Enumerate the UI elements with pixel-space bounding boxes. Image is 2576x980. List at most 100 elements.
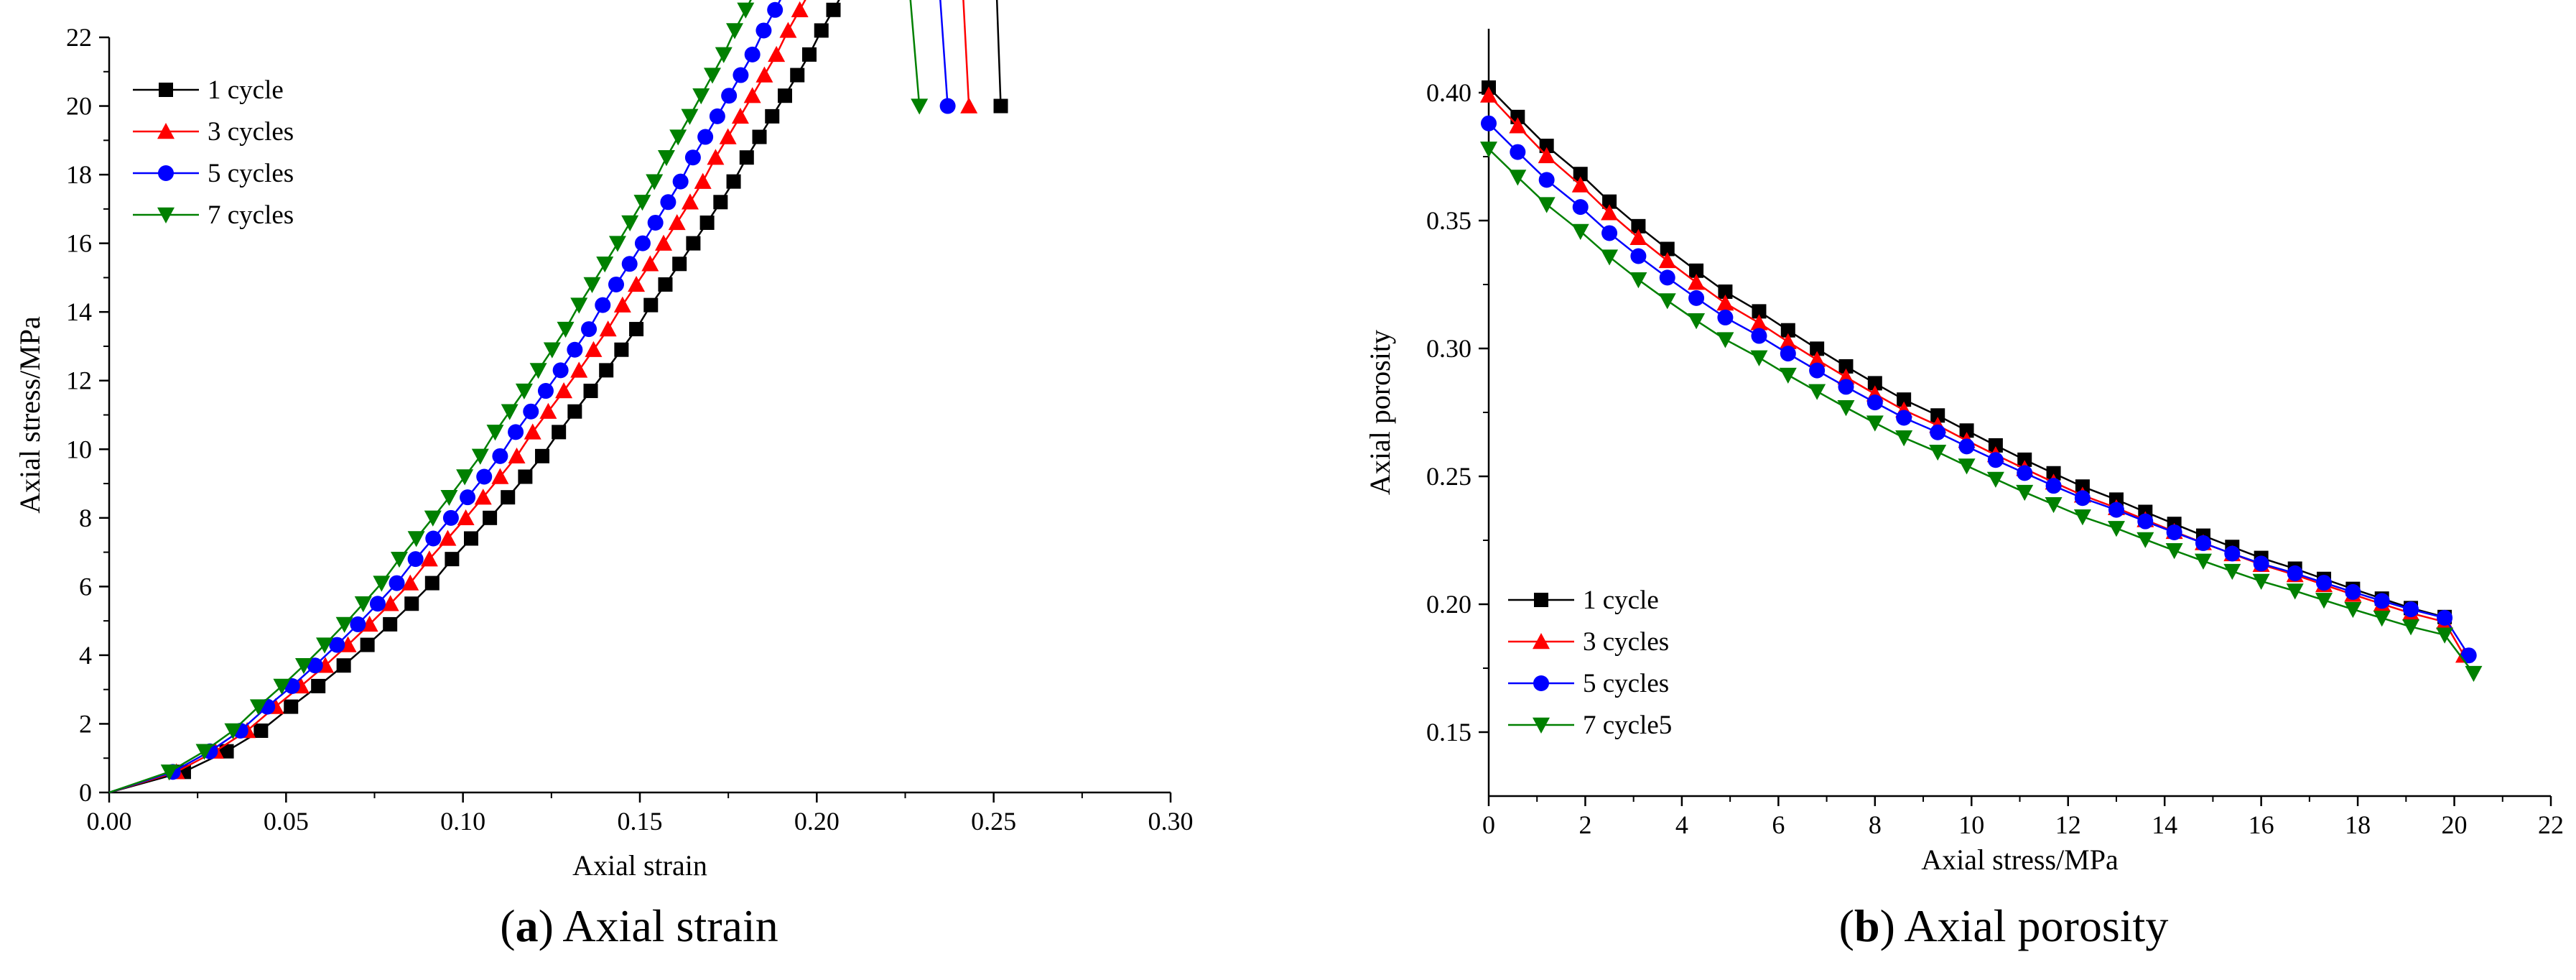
y-tick-label: 0.30	[1426, 334, 1471, 363]
data-point	[445, 552, 460, 567]
data-point	[1571, 223, 1589, 240]
data-point	[535, 448, 550, 463]
data-point	[1716, 332, 1734, 348]
data-point	[660, 194, 676, 211]
data-point	[737, 2, 755, 19]
data-point	[407, 551, 424, 568]
data-point	[658, 277, 673, 292]
x-tick-label: 14	[2152, 810, 2177, 839]
series-7-cycles	[108, 0, 929, 794]
series-1-cycle	[1482, 80, 2452, 624]
data-point	[501, 490, 516, 505]
legend-label: 5 cycles	[208, 159, 294, 188]
data-point	[599, 320, 617, 337]
data-point	[595, 297, 611, 313]
panel-caption: (b) Axial porosity	[1839, 900, 2169, 951]
data-point	[1688, 290, 1705, 306]
data-point	[2373, 611, 2391, 627]
data-point	[2107, 521, 2125, 537]
data-point	[608, 276, 624, 292]
data-point	[373, 575, 391, 592]
data-point	[567, 404, 582, 419]
legend-label: 1 cycle	[1583, 586, 1659, 615]
data-point	[2315, 593, 2333, 609]
data-point	[2073, 509, 2091, 526]
data-point	[491, 468, 509, 484]
data-point	[703, 68, 721, 84]
x-tick-label: 10	[1958, 810, 1984, 839]
x-tick-label: 20	[2442, 810, 2468, 839]
data-point	[2045, 478, 2062, 494]
legend-marker	[158, 165, 174, 181]
panel-a-strain-chart: 0.00 0.05 0.10 0.15 0.20 0.25 0.30 0 2 4 6 8 10 12 14 1…	[14, 0, 1194, 951]
data-point	[1896, 410, 1912, 426]
x-tick-label: 12	[2055, 810, 2081, 839]
data-point	[1987, 452, 2004, 468]
data-point	[425, 530, 442, 547]
data-point	[681, 193, 699, 210]
data-point	[1930, 424, 1946, 440]
data-point	[1808, 351, 1826, 367]
y-tick-label: 10	[66, 435, 92, 463]
data-point	[1986, 471, 2004, 488]
x-tick-label: 0.20	[794, 807, 840, 836]
data-point	[273, 678, 291, 695]
data-point	[608, 236, 626, 252]
x-tick-label: 0.10	[440, 807, 485, 836]
legend-label: 7 cycle5	[1583, 711, 1672, 740]
data-point	[1480, 86, 1497, 103]
legend-label: 5 cycles	[1583, 669, 1669, 698]
data-point	[2074, 490, 2091, 507]
y-tick-label: 2	[79, 709, 92, 738]
data-point	[1751, 328, 1767, 344]
data-point	[2165, 543, 2183, 560]
data-point	[420, 550, 438, 567]
data-point	[1660, 241, 1675, 256]
y-tick-label: 8	[79, 504, 92, 532]
legend-label: 3 cycles	[208, 117, 294, 147]
data-point	[801, 47, 817, 62]
data-point	[424, 575, 440, 591]
data-point	[1779, 367, 1797, 384]
data-point	[1752, 304, 1767, 319]
x-tick-label: 18	[2345, 810, 2371, 839]
data-point	[1716, 294, 1734, 311]
data-point	[439, 530, 457, 546]
data-point	[2108, 501, 2124, 518]
data-point	[2287, 565, 2303, 581]
data-point	[1779, 333, 1797, 349]
data-point	[1539, 139, 1554, 154]
data-point	[692, 88, 710, 105]
data-point	[1509, 117, 1527, 134]
data-point	[390, 551, 408, 568]
data-point	[350, 616, 366, 632]
legend: 1 cycle 3 cycles 5 cycles 7 cycle5	[1508, 586, 1672, 740]
data-point	[224, 723, 242, 740]
data-point	[555, 382, 573, 399]
data-point	[694, 172, 712, 189]
data-point	[2345, 583, 2361, 600]
data-point	[777, 88, 792, 103]
data-point	[537, 383, 554, 399]
data-point	[570, 297, 588, 314]
data-point	[570, 361, 588, 378]
data-point	[442, 509, 459, 526]
data-point	[621, 256, 638, 272]
x-tick-label: 0.05	[264, 807, 309, 836]
legend: 1 cycle 3 cycles 5 cycles 7 cycles	[133, 75, 294, 230]
data-point	[628, 275, 646, 292]
data-point	[668, 213, 686, 231]
data-point	[1510, 144, 1526, 160]
data-point	[476, 468, 493, 485]
series-line	[1488, 94, 2465, 656]
data-point	[613, 296, 631, 313]
data-point	[2166, 524, 2182, 540]
data-point	[389, 575, 405, 591]
data-point	[557, 321, 575, 338]
data-point	[424, 510, 442, 527]
data-point	[407, 531, 425, 547]
data-point	[1480, 142, 1497, 158]
data-point	[641, 255, 659, 272]
y-tick-label: 20	[66, 92, 92, 121]
data-point	[713, 195, 728, 210]
